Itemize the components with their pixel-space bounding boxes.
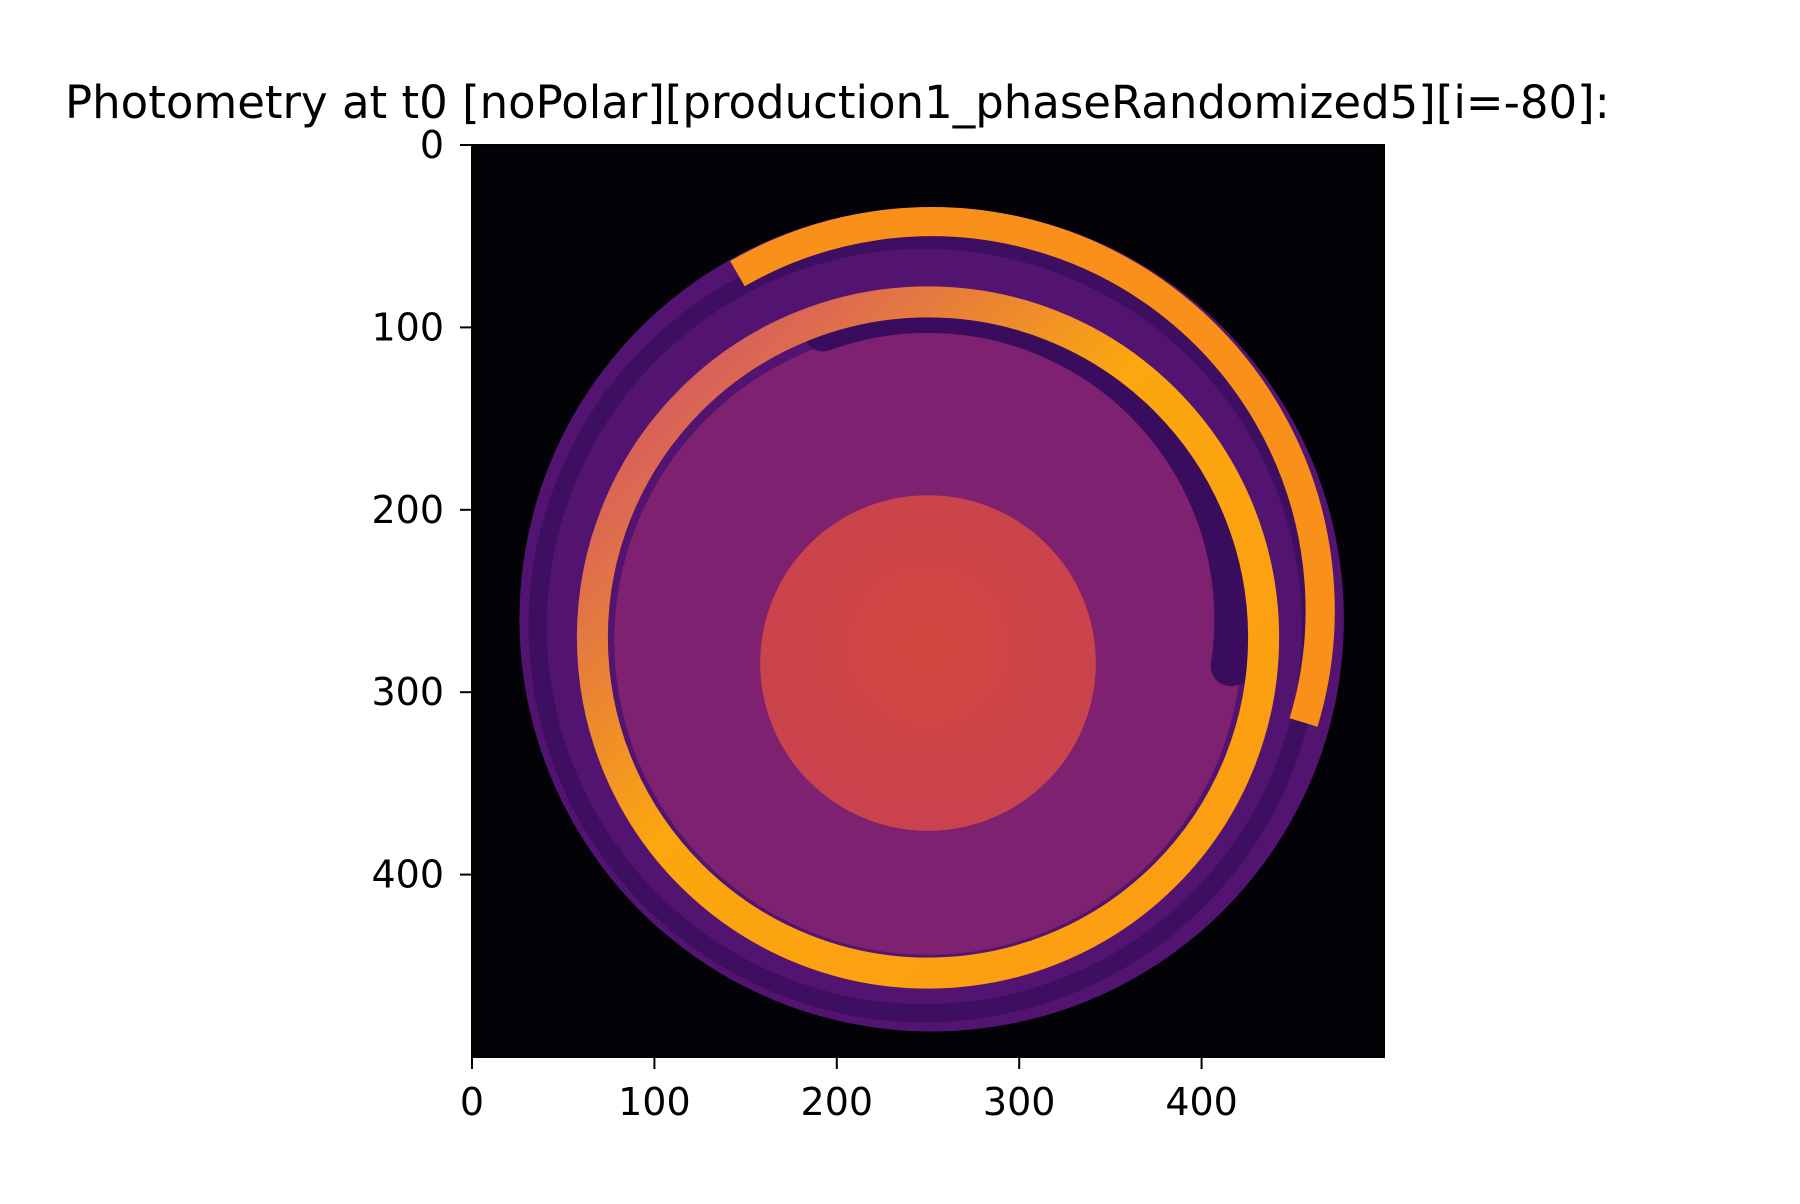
- heatmap-image: [472, 145, 1384, 1057]
- central-spot: [760, 495, 1096, 831]
- y-tick-label: 300: [371, 670, 444, 714]
- y-tick-label: 200: [371, 488, 444, 532]
- y-tick-label: 100: [371, 305, 444, 349]
- y-tick-label: 0: [420, 123, 444, 167]
- bright-ring: [576, 286, 1280, 989]
- x-tick-label: 0: [460, 1080, 484, 1124]
- image-clip-group: [472, 145, 1384, 1057]
- axes: 0 100 200 300 400 0 100 200 300 400: [371, 123, 1385, 1124]
- axes-frame: [471, 144, 1385, 1058]
- chart-title: Photometry at t0 [noPolar][production1_p…: [65, 76, 1610, 129]
- x-tick-label: 400: [1165, 1080, 1238, 1124]
- x-tick-label: 300: [983, 1080, 1056, 1124]
- x-tick-label: 100: [618, 1080, 691, 1124]
- bright-ring-upper: [528, 207, 1335, 1014]
- x-tick-label: 200: [801, 1080, 874, 1124]
- y-tick-label: 400: [371, 853, 444, 897]
